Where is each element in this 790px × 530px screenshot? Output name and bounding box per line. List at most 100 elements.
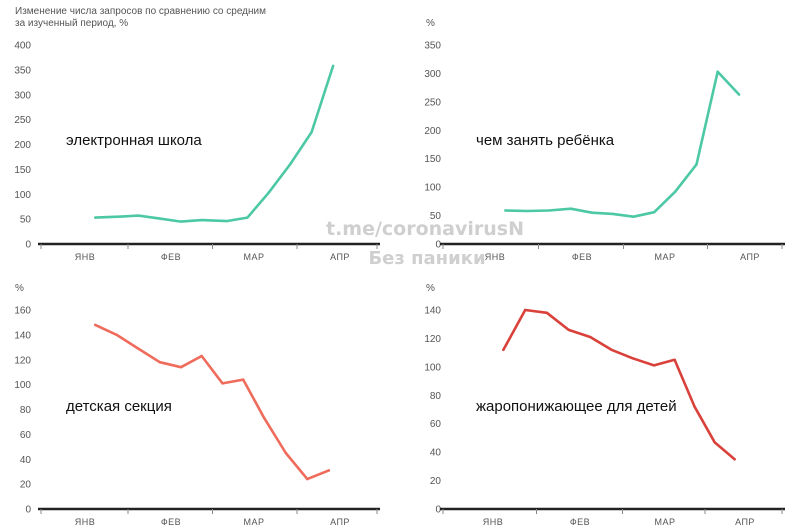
e-school-month-label: ЯНВ [75,252,96,262]
kids-section-month-label: ФЕВ [161,517,181,527]
child-activity-month-label: МАР [654,252,675,262]
child-activity-unit-label: % [426,18,435,29]
kids-antipyretic-data-point [631,357,634,360]
kids-section-data-point [158,361,162,364]
child-activity-month-label: ЯНВ [485,252,506,262]
kids-antipyretic-data-point [502,348,505,351]
kids-section-month-label: МАР [243,517,264,527]
child-activity-data-point [716,70,719,73]
child-activity-data-point [525,209,529,213]
e-school-ytick-label: 150 [14,165,31,176]
kids-antipyretic-ytick-label: 0 [435,505,441,516]
e-school-ytick-label: 250 [14,115,31,126]
child-activity-ytick-label: 150 [424,154,441,165]
e-school-ytick-label: 0 [25,240,31,251]
kids-section-month-label: ЯНВ [75,517,96,527]
e-school-ytick-label: 50 [20,215,32,226]
e-school-data-point [267,191,270,194]
child-activity-data-point [611,212,614,216]
child-activity-ytick-label: 300 [424,69,441,80]
kids-section-title: детская секция [66,398,172,415]
e-school-data-point [200,218,203,222]
e-school-title: электронная школа [66,132,202,149]
kids-antipyretic-ytick-label: 20 [430,476,442,487]
e-school-ytick-label: 300 [14,90,31,101]
e-school-data-point [246,216,249,219]
e-school-data-point [331,64,335,68]
child-activity-ytick-label: 350 [424,41,441,52]
child-activity-ytick-label: 100 [424,183,441,194]
child-activity-data-point [653,210,656,214]
kids-antipyretic-data-point [567,328,570,332]
e-school-ytick-label: 400 [14,41,31,52]
kids-section-data-point [179,366,183,369]
kids-section-data-point [327,469,331,472]
e-school-data-point [288,163,292,166]
kids-section-data-point [306,477,309,481]
kids-section-data-point [94,323,97,327]
kids-section-ytick-label: 100 [14,380,31,391]
kids-antipyretic-month-label: АПР [735,517,755,527]
e-school-ytick-label: 200 [14,140,31,151]
child-activity-title: чем занять ребёнка [476,132,615,149]
kids-antipyretic-month-label: МАР [654,517,675,527]
kids-antipyretic-data-point [673,358,676,361]
kids-antipyretic-month-label: ЯНВ [483,517,504,527]
child-activity-data-point [695,163,698,166]
kids-section-ytick-label: 60 [20,430,32,441]
child-activity-ytick-label: 200 [424,126,441,137]
kids-section-month-label: АПР [330,517,350,527]
child-activity-month-label: АПР [740,252,760,262]
kids-section-data-point [200,354,203,358]
child-activity-data-point [632,215,635,218]
kids-section-data-point [284,451,288,455]
kids-antipyretic-ytick-label: 60 [430,419,442,430]
kids-section-unit-label: % [15,283,24,294]
e-school-ytick-label: 100 [14,190,31,201]
e-school-series-line [94,64,335,223]
child-activity-data-point [590,211,594,214]
kids-antipyretic-unit-label: % [426,283,435,294]
kids-antipyretic-title: жаропонижающее для детей [476,398,677,415]
kids-section-data-point [242,378,245,381]
e-school-ytick-label: 350 [14,65,31,76]
kids-section-ytick-label: 140 [14,330,31,341]
kids-antipyretic-data-point [545,311,549,315]
kids-section-ytick-label: 0 [25,505,31,516]
child-activity-series-line [504,70,741,218]
e-school-data-point [158,217,162,220]
kids-antipyretic-month-label: ФЕВ [570,517,590,527]
kids-antipyretic-data-point [589,335,592,339]
child-activity-ytick-label: 250 [424,97,441,108]
e-school-month-label: МАР [243,252,264,262]
kids-antipyretic-data-point [693,405,696,408]
kids-antipyretic-ytick-label: 40 [430,448,442,459]
child-activity-data-point [737,93,741,96]
e-school-data-point [179,220,183,223]
kids-antipyretic-ytick-label: 80 [430,391,442,402]
child-activity-month-label: ФЕВ [572,252,592,262]
kids-section-series-line [94,323,331,481]
kids-antipyretic-data-point [713,440,716,444]
kids-section-ytick-label: 80 [20,405,32,416]
child-activity-data-point [674,190,677,193]
child-activity-data-point [569,207,572,210]
child-activity-data-point [504,209,507,212]
kids-antipyretic-ytick-label: 140 [424,306,441,317]
kids-section-ytick-label: 40 [20,455,32,466]
child-activity-ytick-label: 50 [430,211,442,222]
child-activity-data-point [547,209,551,212]
kids-section-ytick-label: 20 [20,480,32,491]
e-school-data-point [310,130,313,134]
child-activity-ytick-label: 0 [435,240,441,251]
e-school-data-point [137,214,140,217]
kids-antipyretic-data-point [610,348,613,351]
kids-section-data-point [115,333,119,337]
kids-antipyretic-ytick-label: 120 [424,334,441,345]
e-school-month-label: АПР [330,252,350,262]
charts-subtitle: Изменение числа запросов по сравнению со… [15,6,266,29]
kids-section-data-point [137,347,140,350]
kids-antipyretic-series-line [502,308,736,461]
